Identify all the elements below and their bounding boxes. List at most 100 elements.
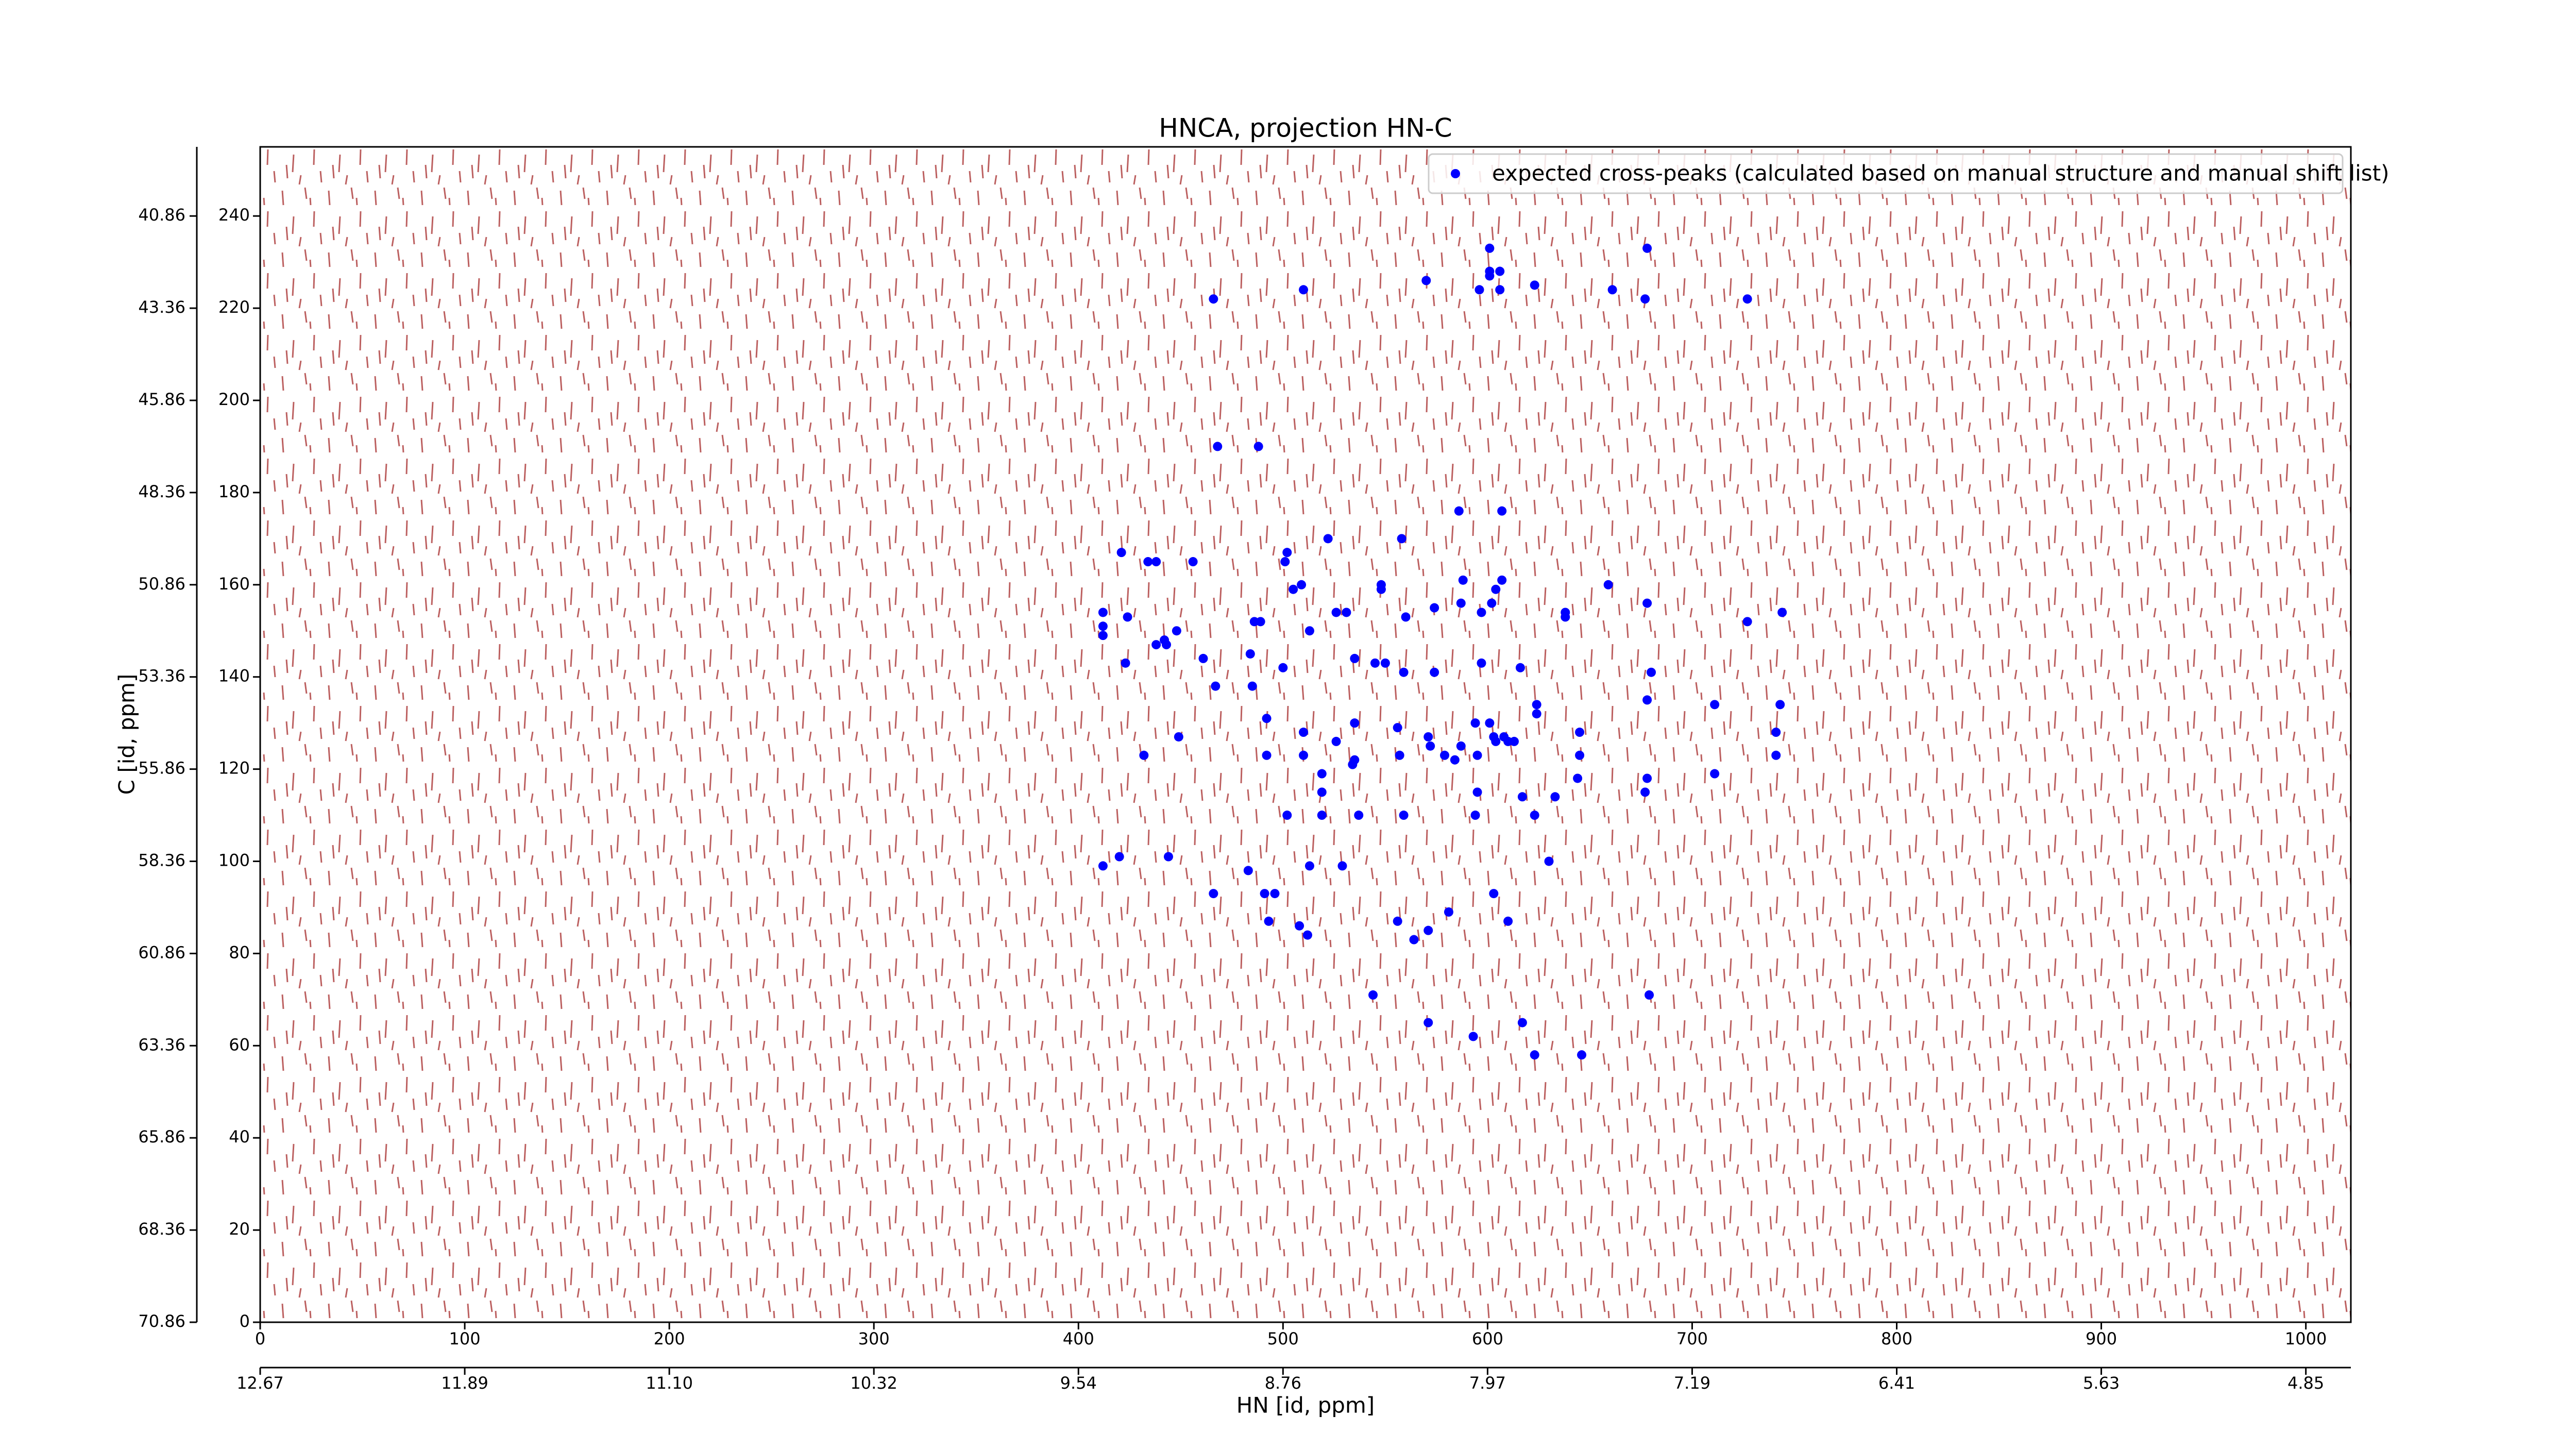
cross-peak — [1477, 608, 1486, 617]
cross-peak — [1139, 750, 1149, 760]
y2-tick-label: 60.86 — [138, 942, 185, 962]
x2-tick-label: 11.89 — [441, 1373, 488, 1393]
cross-peak — [1395, 750, 1404, 760]
cross-peak — [1380, 658, 1390, 668]
legend-label: expected cross-peaks (calculated based o… — [1492, 161, 2389, 186]
cross-peak — [1304, 861, 1314, 871]
cross-peak — [1393, 916, 1402, 926]
cross-peak — [1282, 811, 1292, 820]
cross-peak — [1299, 728, 1309, 737]
y2-tick-label: 65.86 — [138, 1127, 185, 1147]
cross-peak — [1423, 1018, 1433, 1027]
cross-peak — [1399, 667, 1409, 677]
cross-peak — [1368, 990, 1378, 1000]
cross-peak — [1503, 736, 1513, 746]
cross-peak — [1423, 925, 1433, 935]
cross-peak — [1456, 741, 1466, 751]
y-tick-label: 80 — [229, 942, 250, 962]
cross-peak — [1456, 598, 1466, 608]
y2-tick-label: 58.36 — [138, 850, 185, 870]
cross-peak — [1331, 736, 1341, 746]
cross-peak — [1642, 243, 1652, 253]
cross-peak — [1742, 294, 1752, 304]
cross-peak — [1532, 709, 1541, 719]
cross-peak — [1430, 667, 1439, 677]
cross-peak — [1477, 658, 1486, 668]
legend-box — [1428, 153, 2344, 194]
cross-peak — [1497, 506, 1507, 516]
cross-peak — [1174, 732, 1183, 742]
cross-peak — [1397, 534, 1406, 544]
cross-peak — [1470, 718, 1480, 728]
cross-peak — [1458, 575, 1468, 585]
y-tick-label: 140 — [218, 666, 250, 686]
cross-peak — [1472, 787, 1482, 797]
cross-peak — [1444, 907, 1453, 917]
x-tick-label: 900 — [2086, 1329, 2117, 1349]
y2-tick-label: 68.36 — [138, 1219, 185, 1239]
x-tick-label: 0 — [255, 1329, 265, 1349]
cross-peak — [1297, 580, 1307, 589]
cross-peak — [1264, 916, 1274, 926]
y2-tick-label: 70.86 — [138, 1311, 185, 1331]
cross-peak — [1561, 612, 1570, 622]
x-tick-label: 300 — [858, 1329, 890, 1349]
cross-peak — [1472, 750, 1482, 760]
y-tick-label: 240 — [218, 205, 250, 225]
y2-tick-label: 45.86 — [138, 390, 185, 409]
cross-peak — [1209, 889, 1218, 899]
cross-peak — [1302, 930, 1312, 940]
cross-peak — [1423, 732, 1433, 742]
y2-tick-label: 63.36 — [138, 1035, 185, 1054]
cross-peak — [1530, 1050, 1539, 1060]
series — [1098, 243, 1787, 1060]
cross-peak — [1515, 663, 1525, 672]
cross-peak — [1607, 285, 1617, 295]
x2-tick-label: 7.19 — [1674, 1373, 1710, 1393]
cross-peak — [1775, 700, 1785, 710]
x2-tick-label: 8.76 — [1265, 1373, 1301, 1393]
y2-tick-label: 53.36 — [138, 666, 185, 686]
cross-peak — [1256, 617, 1265, 627]
cross-peak — [1282, 548, 1292, 558]
cross-peak — [1771, 750, 1781, 760]
cross-peak — [1489, 889, 1499, 899]
cross-peak — [1289, 584, 1298, 594]
cross-peak — [1575, 728, 1585, 737]
cross-peak — [1470, 811, 1480, 820]
cross-peak — [1198, 653, 1208, 663]
y-tick-label: 200 — [218, 390, 250, 409]
y-tick-label: 20 — [229, 1219, 250, 1239]
cross-peak — [1350, 653, 1360, 663]
cross-peak — [1421, 276, 1431, 285]
cross-peak — [1409, 935, 1419, 945]
cross-peak — [1304, 626, 1314, 636]
cross-peak — [1280, 557, 1290, 567]
cross-peak — [1163, 852, 1173, 862]
cross-peak — [1317, 787, 1327, 797]
cross-peak — [1317, 811, 1327, 820]
cross-peak — [1211, 681, 1221, 691]
cross-peak — [1151, 557, 1161, 567]
x-tick-label: 500 — [1267, 1329, 1299, 1349]
cross-peak — [1172, 626, 1181, 636]
cross-peak — [1114, 852, 1124, 862]
y2-tick-label: 40.86 — [138, 205, 185, 225]
chart-title: HNCA, projection HN-C — [1159, 113, 1452, 143]
cross-peak — [1640, 294, 1650, 304]
cross-peak — [1123, 612, 1132, 622]
x2-tick-label: 5.63 — [2083, 1373, 2120, 1393]
cross-peak — [1710, 700, 1720, 710]
cross-peak — [1771, 728, 1781, 737]
cross-peak — [1497, 575, 1507, 585]
x-tick-label: 100 — [449, 1329, 481, 1349]
cross-peak — [1350, 718, 1360, 728]
cross-peak — [1485, 718, 1495, 728]
cross-peak — [1430, 603, 1439, 613]
cross-peak — [1710, 769, 1720, 779]
cross-peak — [1530, 811, 1539, 820]
cross-peak — [1399, 811, 1409, 820]
cross-peak — [1401, 612, 1411, 622]
x-tick-label: 800 — [1881, 1329, 1912, 1349]
x-tick-label: 600 — [1472, 1329, 1503, 1349]
